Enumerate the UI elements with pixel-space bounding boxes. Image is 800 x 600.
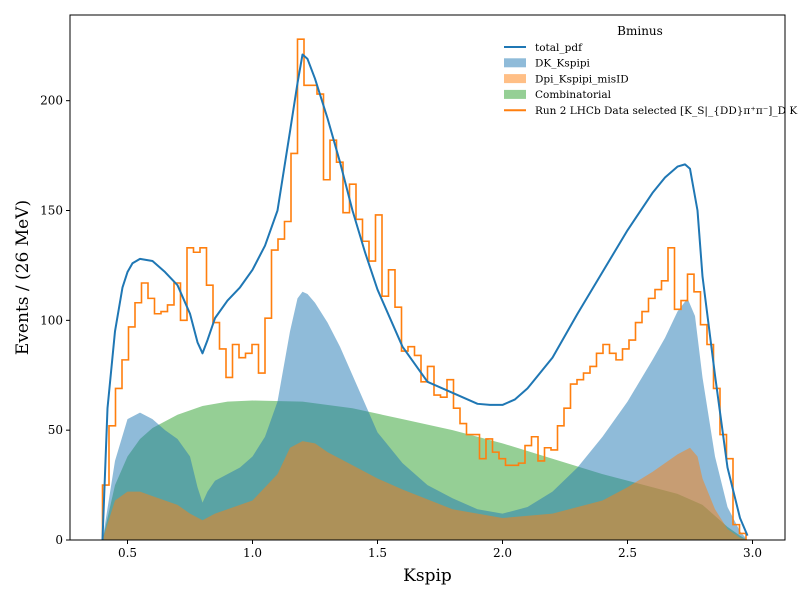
- y-axis: 0 50 100 150 200: [40, 94, 70, 547]
- x-tick-label: 1.5: [368, 546, 387, 560]
- legend-label-combinatorial: Combinatorial: [535, 89, 612, 101]
- legend-title: Bminus: [617, 24, 663, 38]
- y-axis-label: Events / (26 MeV): [13, 200, 33, 355]
- legend: Bminus total_pdf DK_Kspipi Dpi_Kspipi_misI…: [504, 24, 797, 118]
- plot-area: [101, 38, 749, 540]
- x-axis: 0.5 1.0 1.5 2.0 2.5 3.0: [118, 540, 762, 560]
- legend-swatch-combinatorial: [504, 89, 526, 99]
- legend-swatch-dpi-kspipi-misid: [504, 74, 526, 84]
- x-tick-label: 2.5: [618, 546, 637, 560]
- legend-label-total-pdf: total_pdf: [535, 42, 583, 54]
- x-tick-label: 1.0: [243, 546, 262, 560]
- legend-label-dpi-kspipi-misid: Dpi_Kspipi_misID: [535, 73, 629, 85]
- legend-label-dk-kspipi: DK_Kspipi: [535, 58, 591, 70]
- x-tick-label: 2.0: [493, 546, 512, 560]
- y-tick-label: 0: [55, 533, 63, 547]
- series-area-dk-kspipi: [102, 291, 748, 540]
- series-step-data-histogram: [101, 38, 747, 540]
- y-tick-label: 200: [40, 94, 63, 108]
- x-tick-label: 0.5: [118, 546, 137, 560]
- y-tick-label: 50: [48, 423, 63, 437]
- x-axis-label: Kspip: [403, 566, 452, 586]
- legend-swatch-dk-kspipi: [504, 58, 526, 68]
- x-tick-label: 3.0: [743, 546, 762, 560]
- series-line-total-pdf: [101, 53, 749, 540]
- y-tick-label: 150: [40, 204, 63, 218]
- legend-label-run-2-lhcb-data-selected-k-s-dd-d-k: Run 2 LHCb Data selected [K_S|_{DD}π⁺π⁻]…: [535, 105, 797, 118]
- axes-frame: [69, 14, 786, 541]
- series-area-dpi-kspipi-misid: [102, 441, 748, 540]
- y-tick-label: 100: [40, 313, 63, 327]
